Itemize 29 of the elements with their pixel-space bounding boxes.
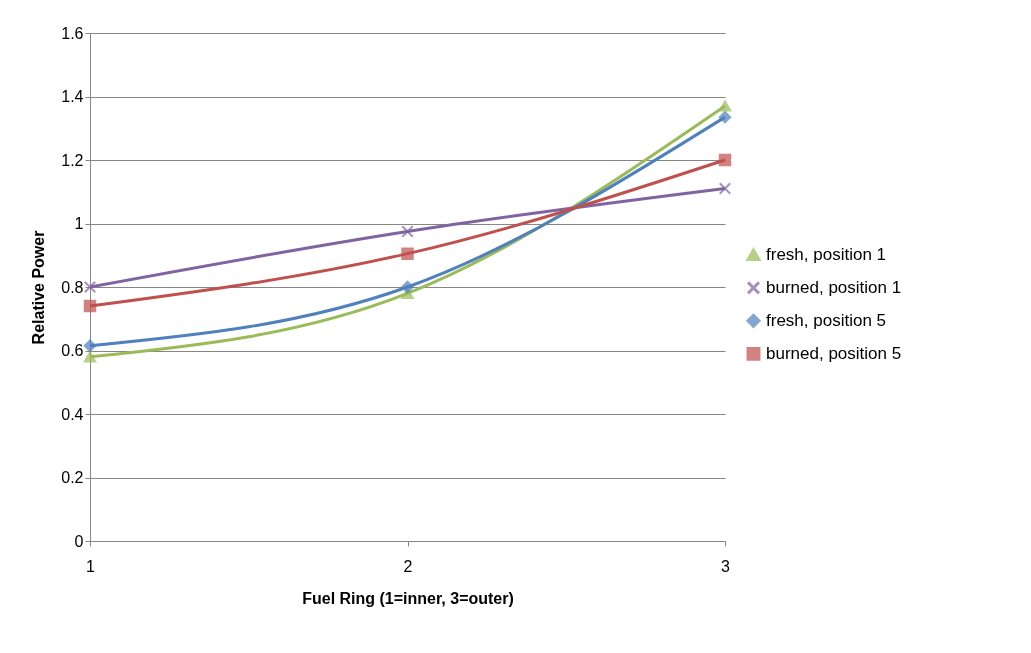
point	[718, 182, 732, 195]
y-tick-label: 0.4	[61, 405, 84, 423]
legend-label: fresh, position 5	[766, 310, 887, 330]
x-tick-label: 3	[721, 557, 731, 575]
point	[83, 339, 97, 352]
legend-label: fresh, position 1	[766, 244, 887, 264]
x-tick-label: 2	[403, 557, 413, 575]
point	[718, 153, 732, 167]
point	[401, 247, 414, 260]
point	[83, 280, 97, 294]
y-tick-label: 0.6	[61, 342, 84, 359]
point	[718, 100, 732, 112]
point	[83, 299, 97, 313]
point	[401, 280, 414, 294]
y-tick-label: 1.6	[61, 24, 84, 42]
y-tick-label: 1	[74, 215, 84, 232]
point	[401, 225, 414, 238]
y-tick-label: 1.2	[61, 151, 84, 169]
y-tick-label: 1.4	[61, 88, 84, 105]
point	[83, 351, 97, 363]
legend-label: burned, position 1	[766, 277, 902, 297]
y-tick-label: 0	[74, 532, 84, 550]
y-tick-label: 0.2	[61, 469, 84, 486]
y-tick-label: 0.8	[61, 278, 84, 296]
x-tick-label: 1	[86, 557, 96, 575]
legend-label: burned, position 5	[766, 343, 902, 363]
point	[718, 110, 732, 124]
x-axis-title: Fuel Ring (1=inner, 3=outer)	[302, 589, 514, 607]
y-axis-title: Relative Power	[30, 230, 48, 345]
